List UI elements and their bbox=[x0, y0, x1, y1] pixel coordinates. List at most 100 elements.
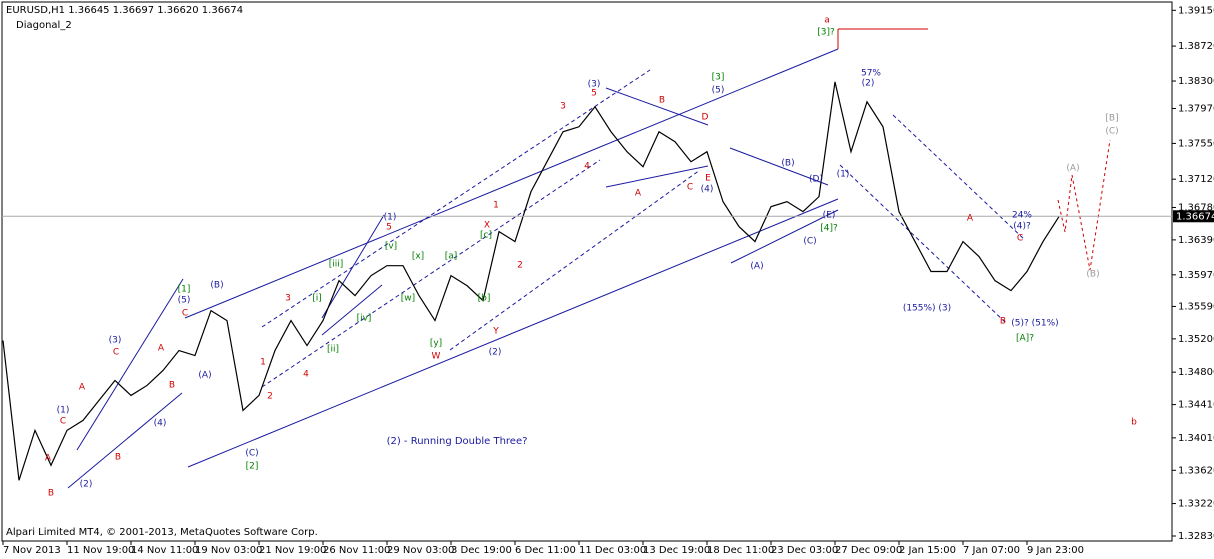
wave-label: (4) bbox=[154, 419, 167, 429]
x-tick-label: 6 Dec 11:00 bbox=[515, 545, 576, 556]
wave-label: [y] bbox=[430, 339, 442, 349]
y-tick-label: 1.35970 bbox=[1178, 270, 1214, 281]
wave-label: [w] bbox=[401, 294, 415, 304]
wave-label: A bbox=[79, 383, 86, 393]
y-tick-label: 1.37970 bbox=[1178, 103, 1214, 114]
wave-label: a bbox=[824, 16, 830, 26]
wave-label: (A) bbox=[1066, 164, 1079, 174]
wave-label: 4 bbox=[303, 370, 309, 380]
wave-label: 3 bbox=[560, 102, 566, 112]
wave-label: 1 bbox=[493, 201, 499, 211]
y-tick-label: 1.33220 bbox=[1178, 499, 1214, 510]
wave-label: 5 bbox=[591, 89, 597, 99]
copyright: Alpari Limited MT4, © 2001-2013, MetaQuo… bbox=[6, 527, 318, 538]
wave-label: C bbox=[60, 417, 66, 427]
wave-label: D bbox=[702, 113, 709, 123]
y-tick-label: 1.37120 bbox=[1178, 174, 1214, 185]
wave-label: [a] bbox=[445, 252, 458, 262]
wave-label: (5) bbox=[712, 86, 725, 96]
wave-label: (4)? bbox=[1013, 222, 1031, 232]
chart-title: EURUSD,H1 1.36645 1.36697 1.36620 1.3667… bbox=[6, 5, 243, 16]
wave-label: [iv] bbox=[357, 314, 372, 324]
wave-label: (3) bbox=[109, 336, 122, 346]
wave-label: A bbox=[635, 189, 642, 199]
x-tick-label: 7 Nov 2013 bbox=[3, 545, 61, 556]
x-tick-label: 2 Jan 15:00 bbox=[899, 545, 956, 556]
wave-label: [iii] bbox=[329, 260, 344, 270]
x-tick-label: 13 Dec 19:00 bbox=[643, 545, 710, 556]
wave-label: 2 bbox=[267, 392, 273, 402]
wave-label: 4 bbox=[584, 162, 590, 172]
x-tick-label: 23 Dec 03:00 bbox=[771, 545, 838, 556]
wave-label: [1] bbox=[178, 285, 191, 295]
wave-label: [x] bbox=[412, 252, 424, 262]
wave-label: (C) bbox=[803, 237, 816, 247]
wave-label: (B) bbox=[781, 159, 794, 169]
wave-label: [B] bbox=[1105, 114, 1118, 124]
wave-label: C bbox=[1017, 234, 1023, 244]
wave-label: A bbox=[158, 344, 165, 354]
x-tick-label: 19 Nov 03:00 bbox=[195, 545, 262, 556]
y-tick-label: 1.39150 bbox=[1178, 5, 1214, 16]
wave-label: W bbox=[432, 352, 441, 362]
wave-label: (C) bbox=[1105, 127, 1118, 137]
wave-label: C bbox=[182, 309, 188, 319]
x-tick-label: 11 Nov 19:00 bbox=[67, 545, 134, 556]
y-tick-label: 1.34410 bbox=[1178, 400, 1214, 411]
x-tick-label: 7 Jan 07:00 bbox=[963, 545, 1020, 556]
forecast-path bbox=[1057, 139, 1111, 271]
wave-label: B bbox=[659, 96, 665, 106]
wave-label: A bbox=[45, 454, 52, 464]
wave-label: 5 bbox=[386, 223, 392, 233]
y-tick-label: 1.38720 bbox=[1178, 41, 1214, 52]
wave-label: 57% bbox=[861, 69, 881, 79]
x-tick-label: 14 Nov 11:00 bbox=[131, 545, 198, 556]
x-tick-label: 21 Nov 19:00 bbox=[259, 545, 326, 556]
wave-label: [ii] bbox=[327, 345, 339, 355]
wave-label: C bbox=[113, 348, 119, 358]
y-tick-label: 1.33620 bbox=[1178, 465, 1214, 476]
y-tick-label: 1.32830 bbox=[1178, 531, 1214, 542]
wave-label: (4) bbox=[701, 185, 714, 195]
wave-label: 24% bbox=[1012, 211, 1032, 221]
wave-label: 3 bbox=[285, 294, 291, 304]
wave-label: [3]? bbox=[817, 28, 835, 38]
wave-label: (D) bbox=[809, 175, 823, 185]
y-tick-label: 1.35590 bbox=[1178, 301, 1214, 312]
wave-label: E bbox=[705, 174, 711, 184]
wave-label: b bbox=[1131, 418, 1137, 428]
wave-label: 1 bbox=[260, 358, 266, 368]
plot-frame bbox=[1, 1, 1173, 542]
y-tick-label: 1.37550 bbox=[1178, 138, 1214, 149]
wave-label: B bbox=[48, 489, 54, 499]
price-line bbox=[2, 81, 1060, 481]
y-tick-label: 1.36390 bbox=[1178, 235, 1214, 246]
y-tick-label: 1.35200 bbox=[1178, 334, 1214, 345]
x-tick-label: 18 Dec 11:00 bbox=[707, 545, 774, 556]
wave-label: (B) bbox=[1086, 270, 1099, 280]
wave-label: [2] bbox=[246, 462, 259, 472]
x-tick-label: 11 Dec 03:00 bbox=[579, 545, 646, 556]
wave-label: (2) bbox=[80, 480, 93, 490]
wave-label: [b] bbox=[478, 294, 491, 304]
wave-label: (A) bbox=[198, 371, 211, 381]
wave-label: B bbox=[1000, 317, 1006, 327]
wave-label: (C) bbox=[245, 449, 258, 459]
wave-label: [3] bbox=[712, 73, 725, 83]
last-price-label: 1.36674 bbox=[1176, 211, 1214, 222]
wave-label: B bbox=[169, 381, 175, 391]
wave-label: C bbox=[687, 183, 693, 193]
wave-label: (2) - Running Double Three? bbox=[387, 436, 528, 447]
wave-label: X bbox=[484, 221, 490, 231]
wave-label: [A]? bbox=[1016, 334, 1034, 344]
x-tick-label: 3 Dec 19:00 bbox=[451, 545, 512, 556]
trend-lines bbox=[67, 48, 839, 489]
wave-label: (1) bbox=[57, 406, 70, 416]
x-tick-label: 26 Nov 11:00 bbox=[323, 545, 390, 556]
wave-label: 2 bbox=[517, 261, 523, 271]
wave-label: Y bbox=[492, 327, 499, 337]
dashed-lines bbox=[261, 69, 1026, 388]
wave-label: (2) bbox=[862, 79, 875, 89]
wave-label: A bbox=[967, 214, 974, 224]
